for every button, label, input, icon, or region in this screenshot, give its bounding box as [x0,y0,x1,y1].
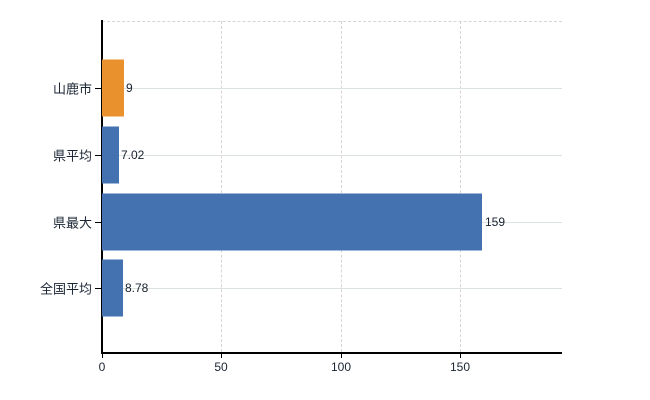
y-tick-label-ken-max: 県最大 [52,215,92,231]
y-tick-mark-ken-hei [95,155,101,156]
gridline-horizontal-ken-hei [102,155,562,156]
bar-value-ken-hei: 7.02 [121,148,145,162]
x-tick-label-50: 50 [214,360,228,374]
x-tick-mark-0 [102,353,103,358]
gridline-horizontal-top [102,21,562,22]
bar-yamaga [102,59,124,117]
y-tick-mark-ken-max [95,222,101,223]
bar-ken-max [102,193,482,251]
x-tick-label-150: 150 [449,360,471,374]
bar-zenkoku [102,259,123,317]
gridline-vertical-150 [460,21,462,352]
x-axis-line [101,352,562,354]
bar-ken-hei [102,126,119,184]
gridline-horizontal-zenkoku [102,288,562,289]
y-tick-mark-yamaga [95,88,101,89]
y-axis-line [101,20,103,354]
y-tick-label-zenkoku: 全国平均 [39,281,92,297]
x-tick-label-100: 100 [330,360,352,374]
y-tick-label-yamaga: 山鹿市 [52,81,92,97]
bar-value-yamaga: 9 [126,81,133,95]
x-tick-label-0: 0 [98,360,106,374]
y-tick-mark-zenkoku [95,288,101,289]
gridline-vertical-100 [341,21,343,352]
gridline-horizontal-yamaga [102,88,562,89]
bar-value-ken-max: 159 [485,215,506,229]
x-tick-mark-150 [460,353,461,358]
x-tick-mark-50 [221,353,222,358]
gridline-vertical-50 [221,21,223,352]
bar-value-zenkoku: 8.78 [125,281,149,295]
y-tick-label-ken-hei: 県平均 [52,148,92,164]
x-tick-mark-100 [341,353,342,358]
